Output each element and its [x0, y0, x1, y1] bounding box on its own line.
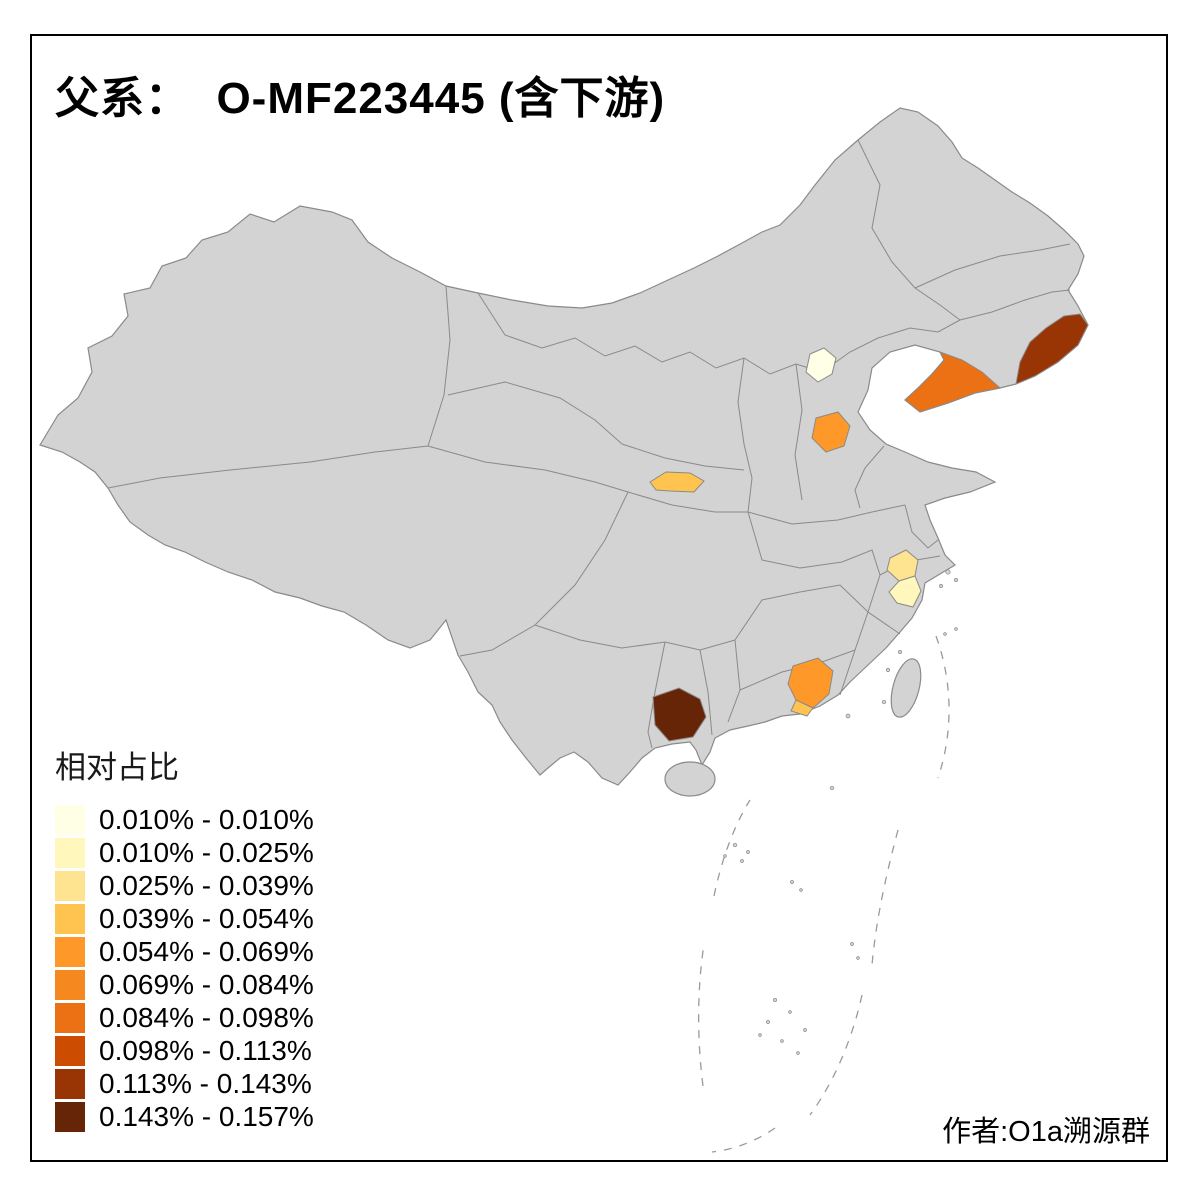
sea-islet	[829, 785, 835, 791]
legend-item: 0.143% - 0.157%	[55, 1100, 314, 1133]
legend-swatch	[55, 870, 85, 901]
legend-swatch	[55, 804, 85, 835]
sea-islet	[758, 1033, 762, 1037]
region-beijing-area	[805, 347, 837, 383]
legend-items: 0.010% - 0.010% 0.010% - 0.025% 0.025% - 0…	[55, 803, 314, 1133]
attribution: 作者:O1a溯源群	[942, 1116, 1150, 1148]
region-east-liaoning-coast	[1015, 313, 1089, 385]
legend-item: 0.010% - 0.025%	[55, 836, 314, 869]
legend-item: 0.069% - 0.084%	[55, 968, 314, 1001]
legend-swatch	[55, 1002, 85, 1033]
china-mainland-shape	[39, 107, 1089, 786]
sea-islet	[796, 1051, 800, 1055]
legend-item: 0.113% - 0.143%	[55, 1067, 314, 1100]
sea-islet	[723, 854, 727, 858]
sea-islet	[740, 859, 744, 863]
sea-islet	[803, 1028, 807, 1032]
coastal-islet	[886, 668, 890, 672]
legend-item: 0.054% - 0.069%	[55, 935, 314, 968]
legend-item: 0.098% - 0.113%	[55, 1034, 314, 1067]
legend-label: 0.113% - 0.143%	[99, 1067, 312, 1099]
legend-swatch	[55, 837, 85, 868]
legend-label: 0.069% - 0.084%	[99, 968, 314, 1000]
legend-swatch	[55, 1035, 85, 1066]
legend-label: 0.098% - 0.113%	[99, 1034, 312, 1066]
coastal-islet	[943, 632, 947, 636]
sea-islet	[746, 850, 750, 854]
sea-islet	[850, 942, 854, 946]
legend-item: 0.025% - 0.039%	[55, 869, 314, 902]
coastal-islet	[954, 578, 958, 582]
region-liaodong-peninsula	[904, 351, 1002, 413]
taiwan-island	[890, 658, 922, 718]
nine-dash-line	[697, 635, 950, 1153]
legend-swatch	[55, 1101, 85, 1132]
coastal-islet	[881, 699, 887, 705]
legend-label: 0.084% - 0.098%	[99, 1001, 314, 1033]
highlighted-regions	[649, 313, 1089, 742]
region-south-hebei-area	[811, 411, 851, 453]
legend-label: 0.143% - 0.157%	[99, 1100, 314, 1132]
region-east-zhejiang-south	[888, 575, 922, 608]
legend-label: 0.010% - 0.025%	[99, 836, 314, 868]
sea-islet	[856, 956, 860, 960]
province-borders	[107, 139, 1071, 749]
sea-islet	[788, 1010, 792, 1014]
sea-islet	[799, 888, 803, 892]
sea-islet	[780, 1039, 784, 1043]
legend-item: 0.039% - 0.054%	[55, 902, 314, 935]
legend: 相对占比 0.010% - 0.010% 0.010% - 0.025% 0.025…	[55, 742, 314, 1133]
sea-islet	[766, 1020, 770, 1024]
region-central-shaanxi-area	[649, 471, 705, 493]
legend-swatch	[55, 903, 85, 934]
sea-islet	[732, 842, 738, 848]
page-title: 父系： O-MF223445 (含下游)	[55, 74, 666, 123]
hainan-island	[664, 761, 716, 797]
legend-item: 0.084% - 0.098%	[55, 1001, 314, 1034]
legend-label: 0.039% - 0.054%	[99, 902, 314, 934]
region-pearl-river-delta-south	[790, 699, 814, 717]
legend-label: 0.025% - 0.039%	[99, 869, 314, 901]
sea-islet	[790, 880, 794, 884]
coastal-islet	[845, 713, 851, 719]
coastal-islet	[945, 569, 951, 575]
legend-label: 0.010% - 0.010%	[99, 803, 314, 835]
legend-swatch	[55, 1068, 85, 1099]
islands	[664, 569, 958, 1055]
region-pearl-river-delta	[787, 657, 834, 709]
legend-label: 0.054% - 0.069%	[99, 935, 314, 967]
legend-swatch	[55, 969, 85, 1000]
legend-swatch	[55, 936, 85, 967]
legend-title: 相对占比	[55, 750, 179, 785]
coastal-islet	[939, 584, 943, 588]
region-east-yunnan-area	[652, 687, 707, 742]
sea-islet	[772, 997, 778, 1003]
coastal-islet	[954, 627, 958, 631]
coastal-islet	[898, 650, 902, 654]
legend-item: 0.010% - 0.010%	[55, 803, 314, 836]
